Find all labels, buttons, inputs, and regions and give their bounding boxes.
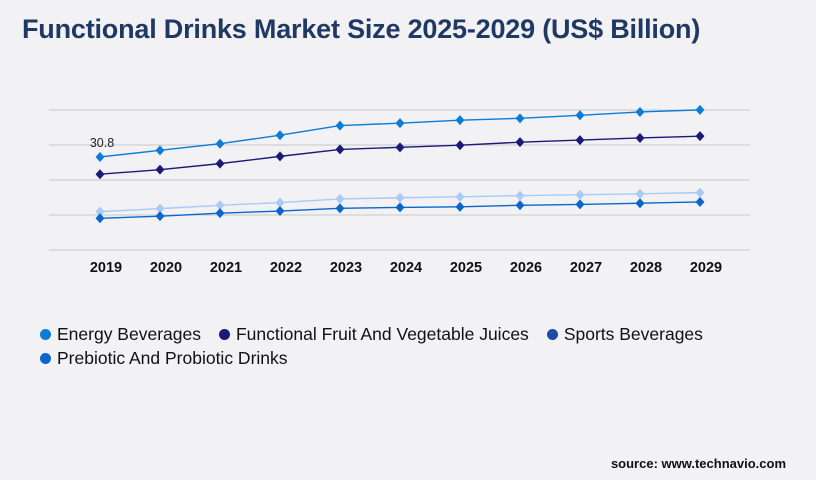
legend-item: Energy Beverages [40,322,201,346]
legend-label: Sports Beverages [563,323,703,344]
line-chart: 2019 2020 2021 2022 2023 2024 2025 2026 2027 2028… [49,104,750,276]
legend-label: Prebiotic And Probiotic Drinks [57,347,288,368]
data-point [635,188,645,199]
data-point [215,200,225,211]
source-text: source: www.technavio.com [610,456,786,471]
data-point [695,131,705,142]
data-point [335,144,345,155]
data-point [695,187,705,198]
data-label: 30.8 [90,136,114,150]
data-point [95,206,105,217]
data-point [575,199,585,210]
x-tick-label: 2020 [150,260,182,276]
x-tick-label: 2023 [330,260,362,276]
legend-label: Energy Beverages [57,323,201,344]
legend: Energy Beverages Functional Fruit And Veg… [40,322,780,370]
data-point [455,191,465,202]
data-point [215,158,225,169]
x-tick-label: 2021 [210,260,242,276]
data-point [515,113,525,124]
series-line [99,135,701,175]
data-point [695,196,705,207]
data-point [575,110,585,121]
data-point [395,118,405,129]
data-point [515,200,525,211]
data-point [515,137,525,148]
data-point [335,120,345,131]
data-point [395,142,405,153]
x-tick-label: 2024 [390,260,422,276]
x-tick-label: 2027 [570,260,602,276]
x-tick-label: 2022 [270,260,302,276]
x-tick-label: 2028 [630,260,662,276]
data-point [155,203,165,214]
data-point [635,106,645,117]
legend-label: Functional Fruit And Vegetable Juices [235,323,529,344]
data-point [335,193,345,204]
data-point [275,206,285,217]
legend-marker-icon [40,352,51,364]
data-point [455,140,465,151]
data-point [155,211,165,222]
data-point [335,203,345,214]
data-point [395,202,405,213]
x-tick-label: 2026 [510,260,542,276]
legend-marker-icon [218,328,230,340]
data-point [395,192,405,203]
legend-marker-icon [546,328,558,340]
data-point [455,115,465,126]
data-point [215,208,225,219]
chart-title: Functional Drinks Market Size 2025-2029 … [22,14,701,44]
legend-item: Sports Beverages [546,322,703,346]
data-point [515,190,525,201]
data-point [575,189,585,200]
data-point [275,197,285,208]
data-point [155,164,165,175]
legend-item: Prebiotic And Probiotic Drinks [40,346,288,370]
data-point [95,151,105,162]
data-point [215,138,225,149]
data-point [695,104,705,115]
data-point [275,151,285,162]
x-tick-label: 2019 [90,260,122,276]
legend-marker-icon [40,328,51,340]
legend-item: Functional Fruit And Vegetable Juices [218,322,529,346]
data-point [455,201,465,212]
x-tick-label: 2025 [450,260,482,276]
data-point [635,132,645,143]
data-point [95,169,105,180]
data-point [95,213,105,224]
data-point [635,198,645,209]
data-point [575,135,585,146]
x-tick-label: 2029 [690,260,722,276]
data-point [275,130,285,141]
data-point [155,145,165,156]
